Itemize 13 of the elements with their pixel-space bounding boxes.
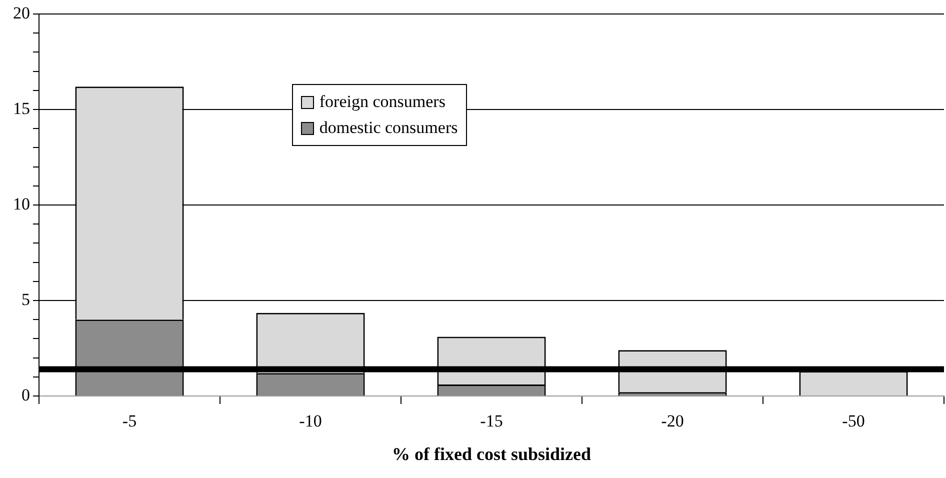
y-tick-label: 15 [13, 98, 30, 118]
x-tick-label: -10 [299, 412, 322, 431]
y-tick-label: 0 [22, 385, 30, 404]
y-tick-label: 5 [22, 290, 30, 309]
y-tick-label: 20 [13, 3, 30, 22]
legend-label: domestic consumers [319, 117, 458, 139]
legend-label: foreign consumers [319, 91, 446, 113]
x-axis-title: % of fixed cost subsidized [392, 444, 592, 464]
x-tick-label: -5 [122, 412, 137, 431]
x-tick-label: -50 [842, 412, 865, 431]
x-tick-label: -20 [661, 412, 684, 431]
y-tick-label: 10 [13, 194, 30, 214]
x-tick-label: -15 [480, 412, 503, 431]
